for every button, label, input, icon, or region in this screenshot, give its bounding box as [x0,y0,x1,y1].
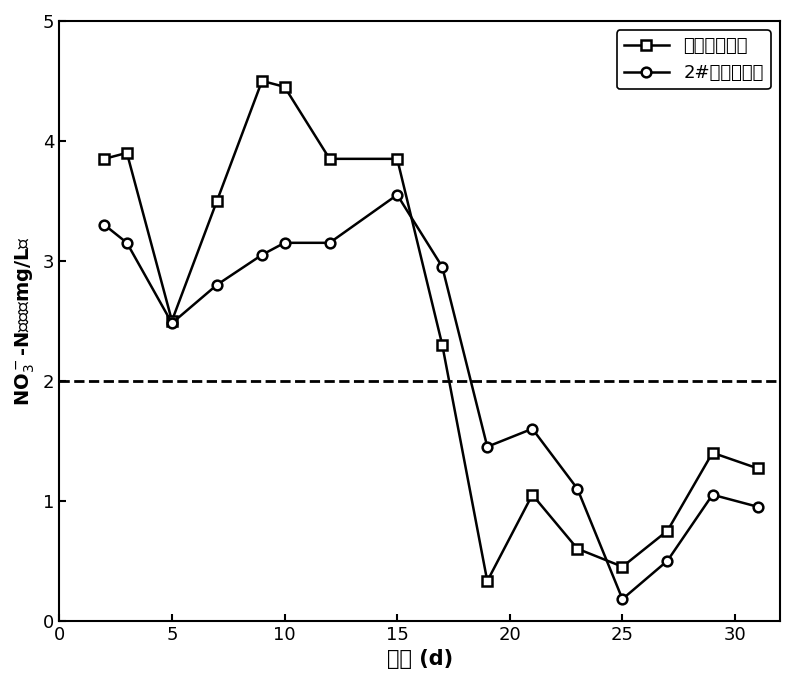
人工湿地出水 [279,83,289,91]
人工湿地出水 [99,155,109,163]
2#生态塘出水 [663,557,673,565]
2#生态塘出水 [168,319,177,327]
X-axis label: 时间 (d): 时间 (d) [387,649,453,669]
2#生态塘出水 [325,239,334,247]
2#生态塘出水 [707,490,717,499]
人工湿地出水 [663,527,673,535]
人工湿地出水 [392,155,402,163]
2#生态塘出水 [437,263,447,271]
人工湿地出水 [618,563,627,571]
Y-axis label: NO$_3^-$-N浓度（mg/L）: NO$_3^-$-N浓度（mg/L） [13,236,37,406]
人工湿地出水 [483,577,492,585]
2#生态塘出水 [279,239,289,247]
2#生态塘出水 [122,239,132,247]
Line: 2#生态塘出水: 2#生态塘出水 [99,190,762,604]
2#生态塘出水 [753,503,762,511]
2#生态塘出水 [212,281,222,289]
Line: 人工湿地出水: 人工湿地出水 [99,76,762,586]
人工湿地出水 [753,464,762,473]
2#生态塘出水 [257,251,267,259]
2#生态塘出水 [99,221,109,229]
人工湿地出水 [168,317,177,325]
人工湿地出水 [212,197,222,205]
2#生态塘出水 [527,425,537,433]
2#生态塘出水 [392,191,402,199]
Legend: 人工湿地出水, 2#生态塘出水: 人工湿地出水, 2#生态塘出水 [617,30,771,89]
人工湿地出水 [122,149,132,157]
人工湿地出水 [437,341,447,349]
人工湿地出水 [325,155,334,163]
2#生态塘出水 [483,443,492,451]
人工湿地出水 [527,490,537,499]
2#生态塘出水 [618,595,627,603]
人工湿地出水 [707,449,717,457]
人工湿地出水 [572,544,582,553]
人工湿地出水 [257,76,267,85]
2#生态塘出水 [572,485,582,493]
